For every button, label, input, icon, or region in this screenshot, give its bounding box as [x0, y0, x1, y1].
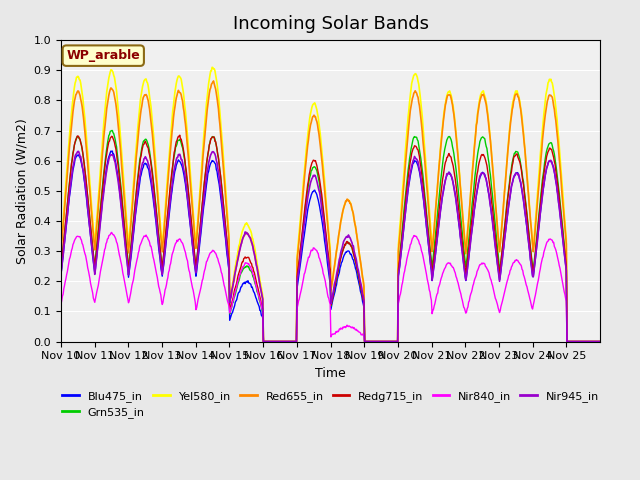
Title: Incoming Solar Bands: Incoming Solar Bands — [232, 15, 429, 33]
X-axis label: Time: Time — [315, 367, 346, 380]
Legend: Blu475_in, Grn535_in, Yel580_in, Red655_in, Redg715_in, Nir840_in, Nir945_in: Blu475_in, Grn535_in, Yel580_in, Red655_… — [58, 386, 604, 422]
Text: WP_arable: WP_arable — [67, 49, 140, 62]
Y-axis label: Solar Radiation (W/m2): Solar Radiation (W/m2) — [15, 118, 28, 264]
